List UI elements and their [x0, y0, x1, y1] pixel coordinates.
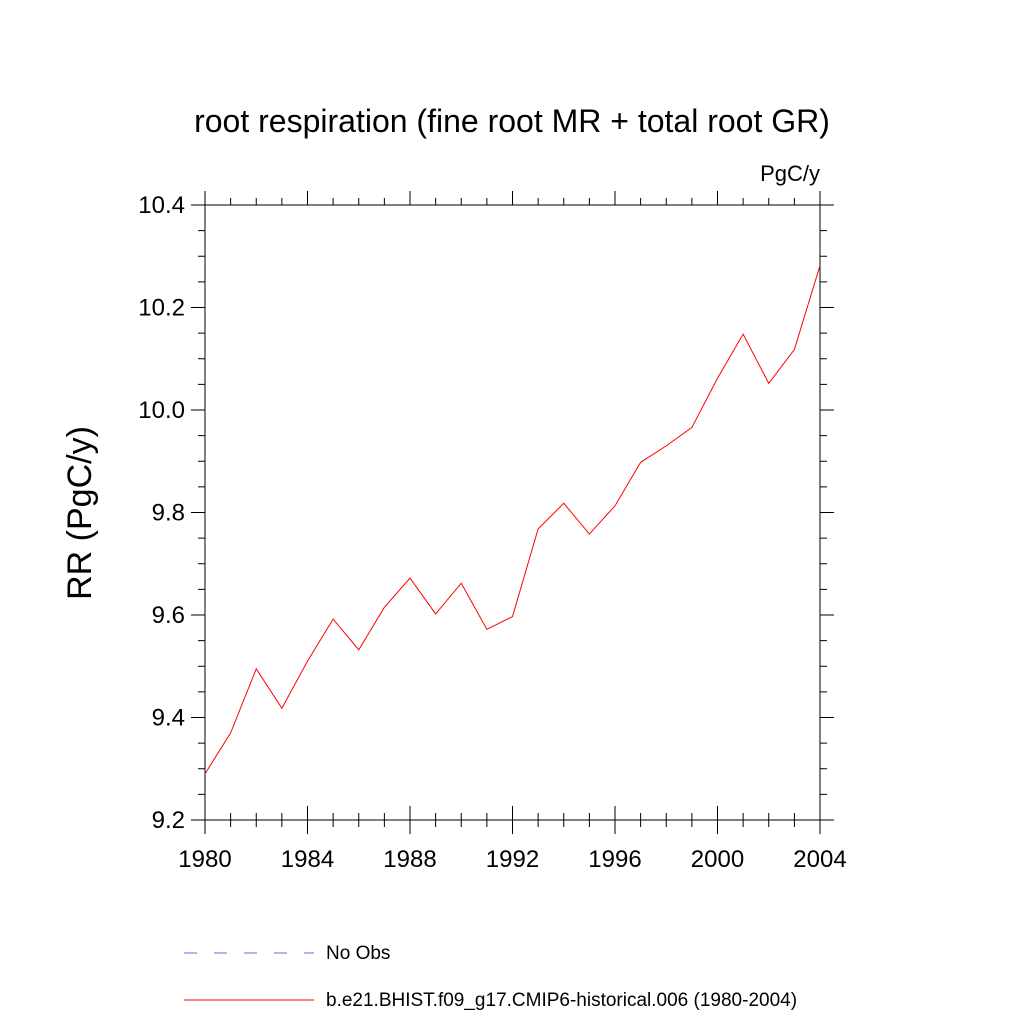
legend-label-no-obs: No Obs [326, 943, 390, 964]
major-ticks [191, 191, 834, 834]
x-tick-label: 1992 [486, 846, 539, 873]
plot-frame [204, 204, 821, 821]
chart-title: root respiration (fine root MR + total r… [194, 103, 830, 139]
y-tick-labels: 9.2 9.4 9.6 9.8 10.0 10.2 10.4 [138, 192, 185, 834]
x-tick-labels: 1980 1984 1988 1992 1996 2000 2004 [178, 846, 846, 873]
y-tick-label: 9.6 [152, 602, 185, 629]
y-tick-label: 10.2 [138, 295, 185, 322]
y-axis-label: RR (PgC/y) [61, 426, 99, 600]
legend: No Obs b.e21.BHIST.f09_g17.CMIP6-histori… [184, 943, 797, 1011]
y-tick-label: 9.2 [152, 807, 185, 834]
x-tick-label: 1980 [178, 846, 231, 873]
x-tick-label: 1984 [281, 846, 334, 873]
x-tick-label: 2000 [691, 846, 744, 873]
y-tick-label: 10.4 [138, 192, 185, 219]
units-label: PgC/y [760, 161, 820, 186]
legend-label-model: b.e21.BHIST.f09_g17.CMIP6-historical.006… [326, 990, 797, 1011]
x-tick-label: 2004 [793, 846, 846, 873]
x-tick-label: 1996 [588, 846, 641, 873]
y-tick-label: 9.4 [152, 705, 185, 732]
minor-ticks [198, 198, 827, 827]
series-lines [204, 265, 821, 775]
x-tick-label: 1988 [383, 846, 436, 873]
y-tick-label: 10.0 [138, 397, 185, 424]
series-line-1 [204, 265, 821, 775]
y-tick-label: 9.8 [152, 500, 185, 527]
